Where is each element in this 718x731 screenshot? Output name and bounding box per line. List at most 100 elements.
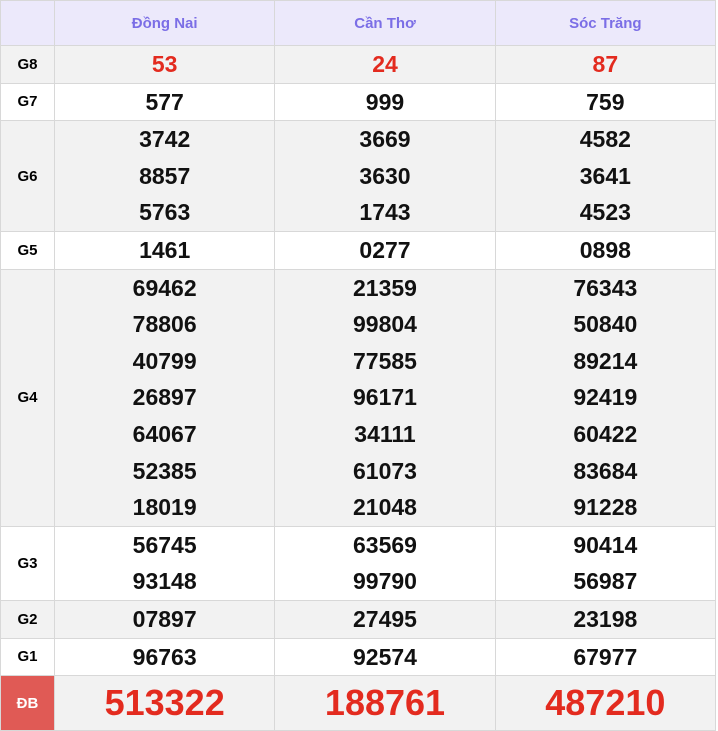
prize-number: 8857 (139, 162, 191, 189)
prize-number: 3641 (579, 162, 631, 189)
prize-number: 56745 (132, 531, 197, 558)
prize-label: G2 (0, 599, 55, 639)
prize-cell: 3742 8857 5763 (53, 120, 276, 232)
prize-cell: 487210 (494, 675, 717, 731)
prize-number: 577 (145, 88, 184, 115)
prize-number: 4523 (579, 199, 631, 226)
prize-cell: 63569 99790 (274, 525, 496, 601)
prize-label: G1 (0, 637, 55, 677)
prize-number: 60422 (573, 420, 638, 447)
prize-row-g7: G7 577 999 759 (0, 82, 717, 122)
prize-number: 61073 (353, 457, 417, 484)
prize-number: 18019 (132, 494, 197, 521)
prize-row-g1: G1 96763 92574 67977 (0, 637, 717, 677)
prize-number: 50840 (573, 311, 638, 338)
prize-cell: 27495 (274, 599, 496, 639)
prize-number: 96763 (132, 643, 197, 670)
prize-number: 76343 (573, 274, 638, 301)
prize-number: 21359 (353, 274, 417, 301)
prize-number: 23198 (573, 605, 638, 632)
header-row: Đồng Nai Cần Thơ Sóc Trăng (0, 0, 717, 46)
prize-number: 759 (586, 88, 625, 115)
prize-number: 96171 (353, 384, 417, 411)
prize-number: 3669 (359, 126, 411, 153)
prize-cell: 56745 93148 (53, 525, 276, 601)
province-header: Cần Thơ (274, 0, 496, 46)
prize-label: G6 (0, 120, 55, 232)
prize-number: 27495 (353, 605, 417, 632)
prize-number: 90414 (573, 531, 638, 558)
prize-number: 78806 (132, 311, 197, 338)
prize-number: 3630 (359, 162, 411, 189)
prize-number: 52385 (132, 457, 197, 484)
prize-number: 69462 (132, 274, 197, 301)
prize-number: 40799 (132, 347, 197, 374)
prize-cell: 23198 (494, 599, 717, 639)
prize-label: ĐB (0, 675, 55, 731)
prize-cell: 69462 78806 40799 26897 64067 52385 18019 (53, 268, 276, 527)
prize-number: 83684 (573, 457, 638, 484)
prize-row-g2: G2 07897 27495 23198 (0, 599, 717, 639)
prize-label: G3 (0, 525, 55, 601)
prize-cell: 4582 3641 4523 (494, 120, 717, 232)
prize-cell: 999 (274, 82, 496, 122)
prize-row-g8: G8 53 24 87 (0, 45, 717, 84)
prize-number: 77585 (353, 347, 417, 374)
prize-cell: 96763 (53, 637, 276, 677)
prize-row-g6: G6 3742 8857 5763 3669 3630 1743 4582 3641 4523 (0, 120, 717, 232)
prize-cell: 67977 (494, 637, 717, 677)
prize-number: 67977 (573, 643, 638, 670)
prize-number: 91228 (573, 494, 638, 521)
province-header: Sóc Trăng (494, 0, 717, 46)
prize-cell: 07897 (53, 599, 276, 639)
prize-cell: 53 (53, 45, 276, 84)
prize-number: 999 (365, 88, 405, 115)
prize-row-g4: G4 69462 78806 40799 26897 64067 52385 18019 213… (0, 268, 717, 527)
prize-label: G8 (0, 45, 55, 84)
prize-cell: 577 (53, 82, 276, 122)
prize-number: 93148 (132, 568, 197, 595)
prize-number: 92419 (573, 384, 638, 411)
prize-cell: 92574 (274, 637, 496, 677)
prize-number: 21048 (353, 494, 417, 521)
prize-number: 53 (151, 51, 178, 77)
corner-cell (0, 0, 55, 46)
prize-cell: 3669 3630 1743 (274, 120, 496, 232)
prize-cell: 513322 (53, 675, 276, 731)
prize-label: G5 (0, 230, 55, 270)
prize-cell: 76343 50840 89214 92419 60422 83684 91228 (494, 268, 717, 527)
prize-row-đb: ĐB 513322 188761 487210 (0, 675, 717, 731)
prize-number: 64067 (132, 420, 197, 447)
prize-number: 1743 (359, 199, 411, 226)
prize-cell: 87 (494, 45, 717, 84)
prize-row-g3: G3 56745 93148 63569 99790 90414 56987 (0, 525, 717, 601)
prize-number: 1461 (139, 236, 191, 263)
prize-number: 3742 (139, 126, 191, 153)
prize-row-g5: G5 1461 0277 0898 (0, 230, 717, 270)
prize-number: 0898 (579, 236, 631, 263)
prize-cell: 24 (274, 45, 496, 84)
prize-number: 89214 (573, 347, 638, 374)
prize-number: 24 (372, 51, 398, 77)
province-header: Đồng Nai (53, 0, 276, 46)
prize-number: 188761 (324, 682, 446, 724)
prize-number: 56987 (573, 568, 638, 595)
prize-cell: 21359 99804 77585 96171 34111 61073 21048 (274, 268, 496, 527)
prize-cell: 0277 (274, 230, 496, 270)
prize-number: 0277 (359, 236, 411, 263)
prize-number: 487210 (545, 682, 666, 724)
prize-number: 87 (592, 51, 619, 77)
prize-cell: 90414 56987 (494, 525, 717, 601)
prize-cell: 188761 (274, 675, 496, 731)
prize-number: 99804 (353, 311, 417, 338)
prize-number: 34111 (354, 420, 416, 447)
prize-number: 63569 (353, 531, 417, 558)
prize-number: 26897 (132, 384, 197, 411)
prize-label: G4 (0, 268, 55, 527)
prize-label: G7 (0, 82, 55, 122)
prize-cell: 0898 (494, 230, 717, 270)
prize-number: 513322 (104, 682, 225, 724)
prize-number: 07897 (132, 605, 197, 632)
prize-number: 99790 (353, 568, 417, 595)
